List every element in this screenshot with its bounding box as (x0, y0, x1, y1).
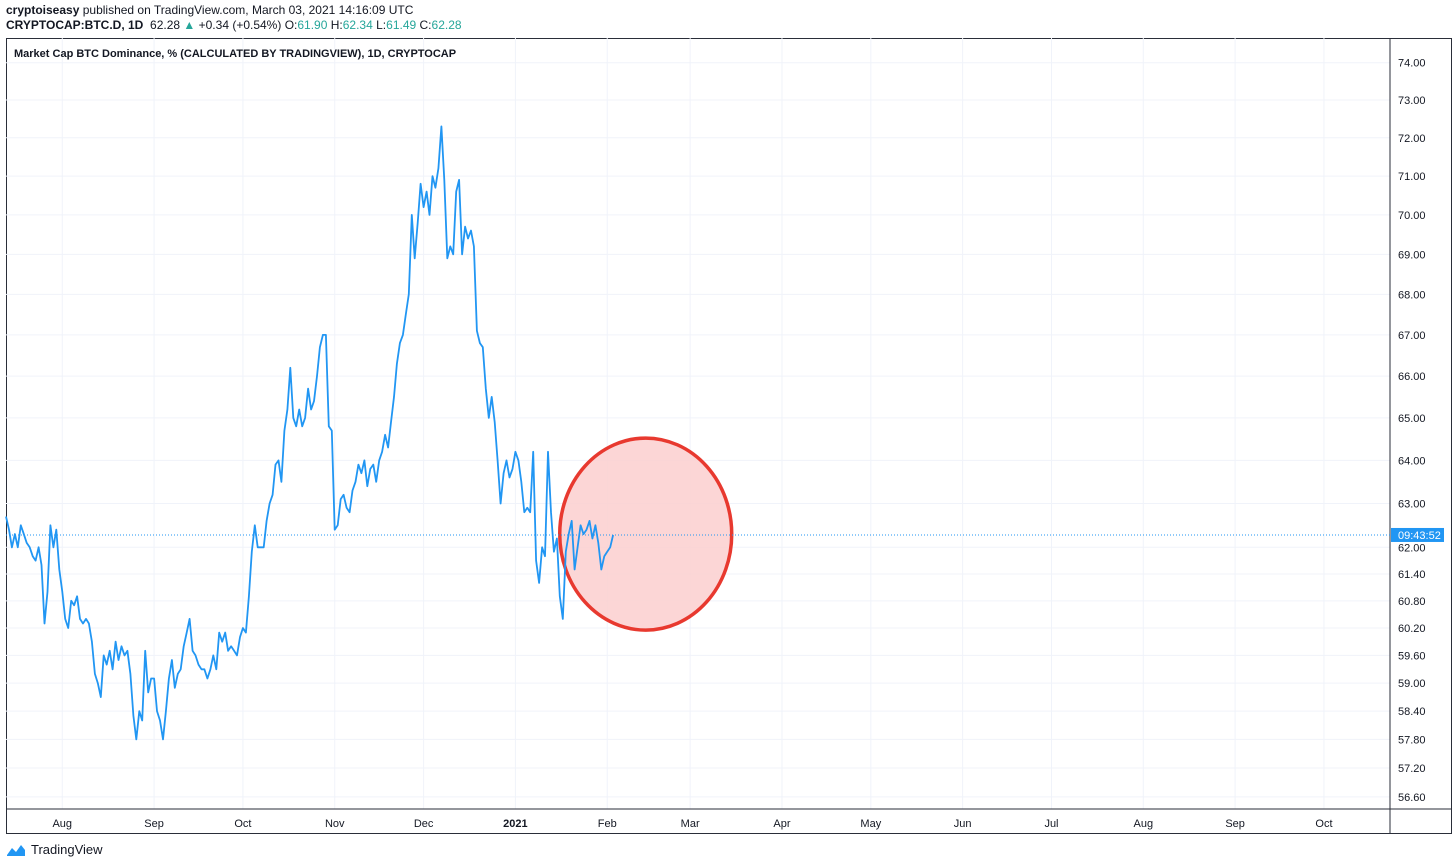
btc-dominance-line[interactable] (5, 125, 614, 741)
current-price-label: 09:43:52 (1391, 527, 1444, 542)
x-tick-label: Feb (598, 818, 617, 830)
x-tick-label: 2021 (503, 818, 527, 830)
y-tick-label: 66.00 (1398, 371, 1426, 383)
y-tick-label: 70.00 (1398, 210, 1426, 222)
x-tick-label: May (860, 818, 881, 830)
x-tick-label: Mar (681, 818, 700, 830)
high-label: H: (330, 18, 343, 32)
symbol-name: CRYPTOCAP:BTC.D, 1D (6, 18, 144, 32)
y-tick-label: 62.00 (1398, 542, 1426, 554)
y-tick-label: 56.60 (1398, 792, 1426, 804)
y-tick-label: 58.40 (1398, 706, 1426, 718)
x-tick-label: Nov (325, 818, 345, 830)
y-tick-label: 73.00 (1398, 95, 1426, 107)
author-name[interactable]: cryptoiseasy (6, 3, 80, 17)
y-tick-label: 60.20 (1398, 623, 1426, 635)
publish-info: cryptoiseasy published on TradingView.co… (6, 3, 413, 17)
low-label: L: (376, 18, 387, 32)
price-label-text: 09:43:52 (1398, 530, 1441, 542)
y-tick-label: 64.00 (1398, 455, 1426, 467)
y-tick-label: 61.40 (1398, 569, 1426, 581)
y-tick-label: 63.00 (1398, 498, 1426, 510)
chart-title: Market Cap BTC Dominance, % (CALCULATED … (14, 48, 456, 60)
tradingview-logo-icon (7, 844, 25, 856)
y-tick-label: 68.00 (1398, 289, 1426, 301)
open-label: O: (284, 18, 298, 32)
x-tick-label: Aug (52, 818, 72, 830)
high-value: 62.34 (342, 18, 373, 32)
change-arrow-icon: ▲ (183, 18, 196, 32)
y-tick-label: 71.00 (1398, 171, 1426, 183)
y-tick-label: 59.60 (1398, 650, 1426, 662)
y-tick-label: 57.20 (1398, 763, 1426, 775)
close-value: 62.28 (431, 18, 462, 32)
x-tick-label: Jul (1044, 818, 1058, 830)
y-tick-label: 67.00 (1398, 330, 1426, 342)
y-tick-label: 65.00 (1398, 413, 1426, 425)
symbol-info: CRYPTOCAP:BTC.D, 1D 62.28 ▲ +0.34 (+0.54… (6, 18, 462, 32)
last-price: 62.28 (150, 18, 181, 32)
x-tick-label: Sep (1225, 818, 1245, 830)
x-tick-label: Aug (1134, 818, 1154, 830)
highlight-circle (557, 436, 734, 632)
price-change: +0.34 (+0.54%) (198, 18, 282, 32)
low-value: 61.49 (386, 18, 417, 32)
y-tick-label: 59.00 (1398, 678, 1426, 690)
y-tick-label: 74.00 (1398, 58, 1426, 70)
brand-name[interactable]: TradingView (31, 842, 103, 857)
x-tick-label: Jun (954, 818, 972, 830)
open-value: 61.90 (297, 18, 328, 32)
price-label-bg (1391, 527, 1444, 542)
y-tick-label: 57.80 (1398, 734, 1426, 746)
x-tick-label: Oct (234, 818, 251, 830)
footer: TradingView (6, 842, 103, 857)
publish-date: published on TradingView.com, March 03, … (79, 3, 414, 17)
chart-frame (6, 38, 1452, 834)
close-label: C: (419, 18, 432, 32)
x-tick-label: Sep (144, 818, 164, 830)
x-tick-label: Dec (414, 818, 434, 830)
y-tick-label: 72.00 (1398, 133, 1426, 145)
x-tick-label: Apr (773, 818, 790, 830)
y-tick-label: 60.80 (1398, 596, 1426, 608)
y-tick-label: 69.00 (1398, 249, 1426, 261)
x-tick-label: Oct (1315, 818, 1332, 830)
grid (6, 38, 1390, 809)
